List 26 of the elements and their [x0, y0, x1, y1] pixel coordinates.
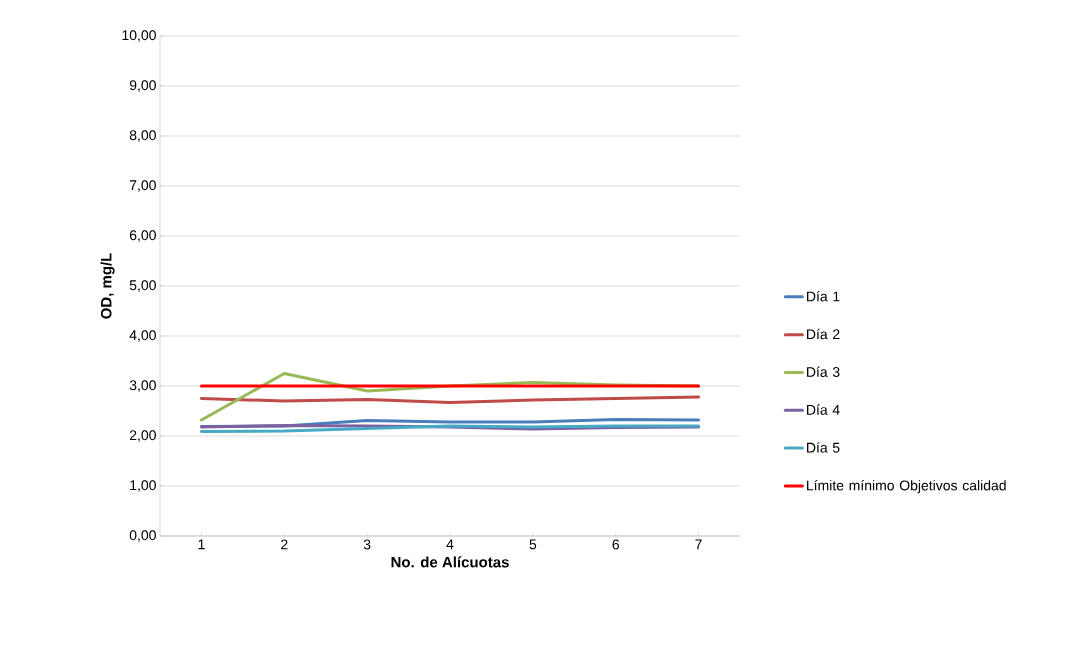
y-tick-label: 3,00: [129, 380, 156, 392]
y-tick-label: 6,00: [129, 230, 156, 242]
legend-label: Límite mínimo Objetivos calidad: [807, 479, 1006, 494]
x-tick-label: 2: [281, 539, 288, 550]
y-tick-label: 2,00: [129, 430, 156, 442]
y-tick-label: 9,00: [129, 80, 156, 92]
y-tick-label: 1,00: [130, 480, 156, 492]
y-tick-label: 8,00: [129, 130, 156, 142]
x-tick-label: 4: [446, 539, 454, 550]
y-tick-label: 10,00: [122, 30, 156, 42]
x-tick-label: 7: [695, 539, 702, 550]
x-tick-label: 3: [363, 539, 371, 550]
legend-label: Día 1: [807, 290, 840, 302]
x-tick-label: 6: [612, 539, 619, 550]
legend-label: Día 5: [807, 442, 840, 453]
x-tick-label: 5: [529, 539, 537, 550]
y-tick-label: 7,00: [129, 180, 156, 192]
y-tick-label: 4,00: [129, 330, 156, 342]
legend-label: Día 4: [807, 404, 840, 415]
legend-label: Día 3: [807, 366, 840, 378]
y-axis-title: OD, mg/L: [100, 253, 115, 319]
y-tick-label: 5,00: [129, 280, 156, 292]
x-tick-label: 1: [198, 539, 205, 550]
legend-label: Día 2: [807, 328, 840, 340]
x-axis-title: No. de Alícuotas: [391, 556, 509, 568]
y-tick-label: 0,00: [129, 530, 156, 542]
